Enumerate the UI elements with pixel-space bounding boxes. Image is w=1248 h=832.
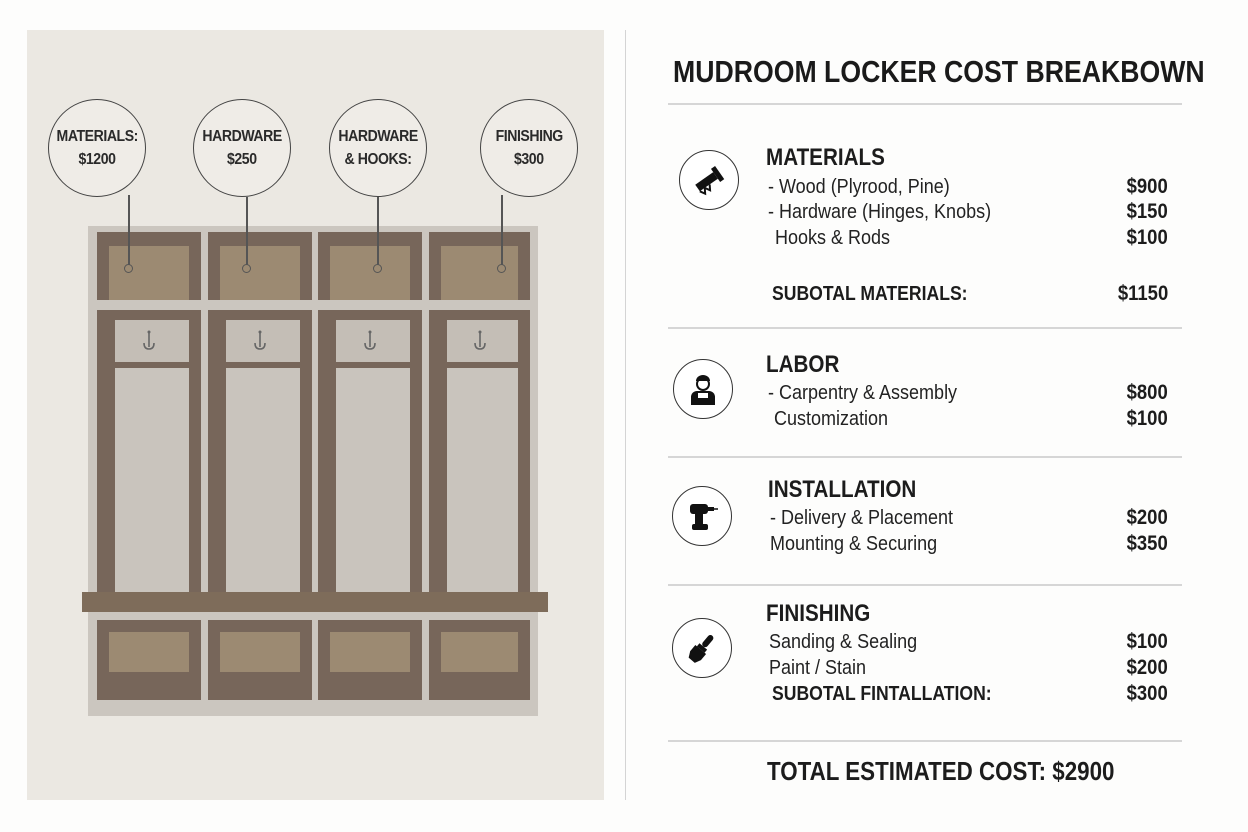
leader-line	[246, 197, 248, 265]
line-item-label: Mounting & Securing	[770, 533, 938, 555]
top-cubby-back	[220, 246, 300, 300]
line-item-amount: $200	[1126, 506, 1168, 529]
callout-text: HARDWARE	[202, 128, 282, 145]
hook-rail	[226, 320, 300, 362]
top-cubby-back	[330, 246, 410, 300]
section-heading: FINISHING	[766, 600, 871, 627]
hook-rail	[447, 320, 518, 362]
callout-text: MATERIALS:	[56, 128, 138, 145]
callout-finishing: FINISHING $300	[480, 99, 578, 197]
line-item-label: - Carpentry & Assembly	[768, 382, 958, 404]
line-item-amount: $100	[1126, 407, 1168, 430]
line-item-amount: $800	[1126, 381, 1168, 404]
drill-icon	[672, 486, 732, 546]
top-cubby-back	[441, 246, 518, 300]
line-item-label: Paint / Stain	[769, 657, 867, 679]
leader-line	[128, 195, 130, 265]
locker-bench	[82, 592, 548, 612]
coat-hook-icon	[141, 330, 157, 354]
bottom-cubby-back	[441, 632, 518, 672]
bottom-cubby-back	[220, 632, 300, 672]
line-item-amount: $150	[1126, 200, 1168, 223]
top-cubby-back	[109, 246, 189, 300]
callout-hardware-hooks: HARDWARE & HOOKS:	[329, 99, 427, 197]
leader-line	[377, 197, 379, 265]
line-item-label: - Hardware (Hinges, Knobs)	[768, 201, 992, 223]
callout-text: FINISHING	[495, 128, 563, 145]
locker-back-panel	[115, 368, 189, 595]
leader-dot	[242, 264, 251, 273]
section-heading: MATERIALS	[766, 144, 885, 171]
page-title: MUDROOM LOCKER COST BREAKBOWN	[673, 54, 1205, 89]
callout-hardware: HARDWARE $250	[193, 99, 291, 197]
hook-rail	[115, 320, 189, 362]
line-item-label: - Wood (Plyrood, Pine)	[768, 176, 950, 198]
total-estimated-cost: TOTAL ESTIMATED COST: $2900	[767, 756, 1115, 786]
line-item-amount: $350	[1126, 532, 1168, 555]
line-item-amount: $100	[1126, 630, 1168, 653]
locker-back-panel	[336, 368, 410, 595]
subtotal-label: SUBOTAL MATERIALS:	[772, 283, 968, 305]
paintbrush-icon	[672, 618, 732, 678]
callout-text: & HOOKS:	[344, 151, 412, 168]
coat-hook-icon	[472, 330, 488, 354]
leader-dot	[373, 264, 382, 273]
leader-dot	[497, 264, 506, 273]
section-heading: INSTALLATION	[768, 476, 917, 503]
bottom-cubby-back	[109, 632, 189, 672]
saw-hammer-icon	[679, 150, 739, 210]
callout-materials: MATERIALS: $1200	[48, 99, 146, 197]
subtotal-label: SUBOTAL FINTALLATION:	[772, 683, 992, 705]
line-item-amount: $100	[1126, 226, 1168, 249]
divider	[668, 103, 1182, 105]
line-item-amount: $200	[1126, 656, 1168, 679]
leader-dot	[124, 264, 133, 273]
bottom-cubby-back	[330, 632, 410, 672]
divider	[668, 327, 1182, 329]
callout-text: $300	[514, 151, 544, 168]
section-heading: LABOR	[766, 351, 840, 378]
divider	[668, 456, 1182, 458]
locker-back-panel	[226, 368, 300, 595]
line-item-label: Hooks & Rods	[775, 227, 891, 249]
divider	[668, 584, 1182, 586]
locker-back-panel	[447, 368, 518, 595]
subtotal-amount: $300	[1126, 682, 1168, 705]
vertical-divider	[625, 30, 626, 800]
callout-text: $250	[227, 151, 257, 168]
line-item-label: - Delivery & Placement	[770, 507, 954, 529]
callout-text: HARDWARE	[338, 128, 418, 145]
coat-hook-icon	[362, 330, 378, 354]
line-item-amount: $900	[1126, 175, 1168, 198]
line-item-label: Customization	[774, 408, 889, 430]
worker-icon	[673, 359, 733, 419]
divider	[668, 740, 1182, 742]
hook-rail	[336, 320, 410, 362]
line-item-label: Sanding & Sealing	[769, 631, 918, 653]
subtotal-amount: $1150	[1117, 282, 1168, 305]
callout-text: $1200	[78, 151, 116, 168]
leader-line	[501, 195, 503, 265]
coat-hook-icon	[252, 330, 268, 354]
